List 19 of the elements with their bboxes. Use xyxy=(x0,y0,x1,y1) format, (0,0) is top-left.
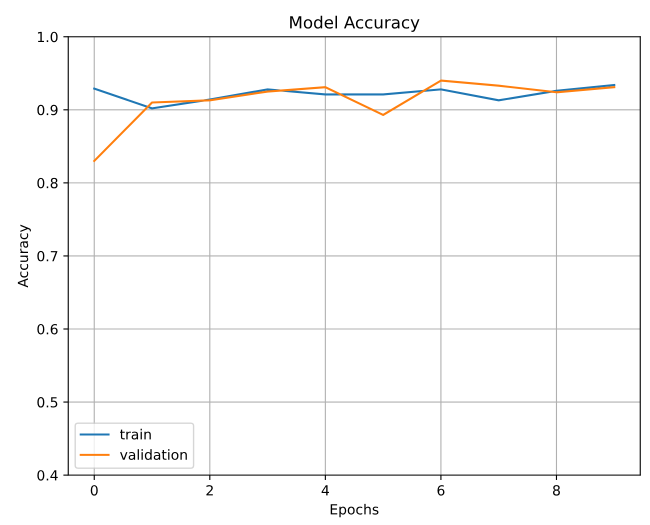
y-tick-label: 0.5 xyxy=(37,397,58,408)
y-tick-label: 0.6 xyxy=(37,324,58,334)
x-tick-label: 6 xyxy=(437,485,444,496)
legend-label: train xyxy=(120,428,151,440)
y-tick-label: 0.8 xyxy=(37,178,58,188)
line-series xyxy=(93,84,616,110)
y-tick-label: 0.7 xyxy=(37,250,58,262)
y-tick-label: 1.0 xyxy=(38,32,58,42)
y-axis-title: Accuracy xyxy=(18,224,31,288)
line-series xyxy=(93,80,616,162)
x-tick-label: 2 xyxy=(206,485,213,496)
legend-label: validation xyxy=(120,449,187,460)
x-tick-label: 4 xyxy=(322,485,329,496)
x-tick-label: 0 xyxy=(90,485,98,496)
chart-title: Model Accuracy xyxy=(290,16,420,32)
x-axis-title: Epochs xyxy=(330,504,378,518)
x-tick-label: 8 xyxy=(552,485,560,496)
y-tick-label: 0.4 xyxy=(37,470,58,481)
y-tick-label: 0.9 xyxy=(37,104,58,116)
